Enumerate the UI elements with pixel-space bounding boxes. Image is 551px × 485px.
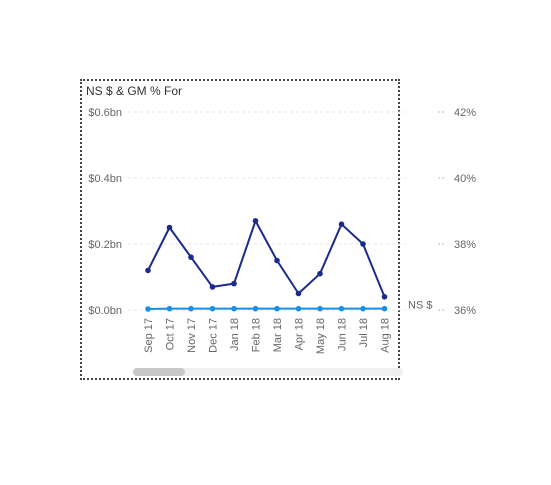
x-tick-label: Jan 18 xyxy=(229,318,241,351)
gm-percent-data-point xyxy=(295,290,302,297)
x-tick-label: Aug 18 xyxy=(380,318,392,353)
x-tick-label: Jul 18 xyxy=(358,318,370,347)
x-tick-label: Feb 18 xyxy=(251,318,263,352)
y-left-tick-label: $0.4bn xyxy=(88,173,122,185)
gm-percent-data-point xyxy=(209,284,216,290)
x-tick-label: May 18 xyxy=(315,318,327,354)
ns-data-point xyxy=(274,305,280,312)
ns-data-point xyxy=(295,305,302,312)
gm-percent-data-point xyxy=(252,218,259,224)
gm-percent-data-point xyxy=(274,257,280,264)
ns-data-point xyxy=(231,305,237,312)
gm-percent-data-point xyxy=(317,270,323,277)
ns-data-point xyxy=(166,305,173,312)
chart-title: NS $ & GM % For xyxy=(86,84,183,98)
ns-data-point xyxy=(317,305,323,312)
x-tick-label: Dec 17 xyxy=(208,318,220,353)
y-right-tick-label: 38% xyxy=(454,239,476,251)
x-tick-label: Nov 17 xyxy=(186,318,198,353)
horizontal-scrollbar-thumb[interactable] xyxy=(133,368,185,376)
y-left-tick-label: $0.6bn xyxy=(88,107,122,119)
gm-percent-data-point xyxy=(231,280,237,287)
gm-percent-data-point xyxy=(166,224,173,231)
series-end-label: NS $ xyxy=(408,300,432,312)
ns-data-point xyxy=(381,305,388,312)
gm-percent-data-point xyxy=(338,221,345,227)
ns-data-point xyxy=(145,306,151,312)
gm-percent-data-point xyxy=(145,267,151,274)
x-tick-label: Oct 17 xyxy=(165,318,177,350)
x-tick-label: Mar 18 xyxy=(272,318,284,352)
ns-data-point xyxy=(252,305,259,312)
gm-percent-series-line xyxy=(147,219,386,298)
ns-data-point xyxy=(338,305,345,312)
y-left-tick-label: $0.0bn xyxy=(88,305,122,317)
ns-data-point xyxy=(188,305,194,312)
ns-data-point xyxy=(360,305,366,312)
y-right-tick-label: 36% xyxy=(454,305,476,317)
y-left-tick-label: $0.2bn xyxy=(88,239,122,251)
gm-percent-data-point xyxy=(360,241,366,247)
gm-percent-data-point xyxy=(188,254,194,260)
y-right-tick-label: 40% xyxy=(454,173,476,185)
gm-percent-data-point xyxy=(381,294,388,300)
y-right-tick-label: 42% xyxy=(454,107,476,119)
x-tick-label: Apr 18 xyxy=(294,318,306,350)
horizontal-scrollbar-track[interactable] xyxy=(133,368,403,376)
x-tick-label: Jun 18 xyxy=(337,318,349,351)
x-tick-label: Sep 17 xyxy=(143,318,155,353)
ns-data-point xyxy=(209,305,216,312)
